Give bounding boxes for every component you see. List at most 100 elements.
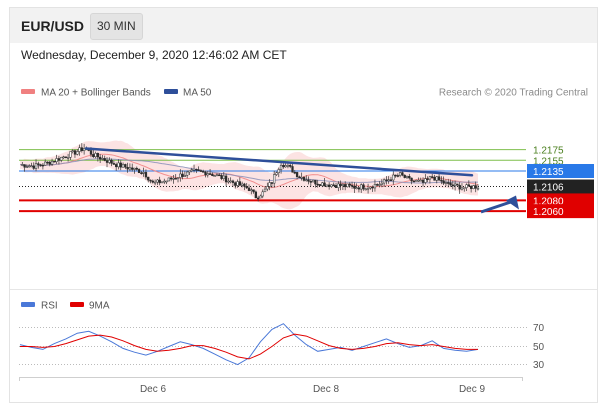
candle-body xyxy=(382,179,386,184)
candle-body xyxy=(302,177,306,181)
candle-body xyxy=(295,172,299,177)
projection-arrow xyxy=(480,200,513,214)
ma20-legend-label: MA 20 + Bollinger Bands xyxy=(41,88,151,99)
candle-body xyxy=(318,184,322,186)
candle-body xyxy=(444,182,448,184)
ma50-legend-label: MA 50 xyxy=(183,88,212,99)
candle-body xyxy=(39,164,42,166)
rsi-level-label: 70 xyxy=(533,323,545,334)
candle-body xyxy=(476,187,480,190)
candle-body xyxy=(169,177,173,180)
candle-body xyxy=(412,180,416,183)
candle-body xyxy=(392,174,395,181)
level-label-1.2155: 1.2155 xyxy=(533,156,564,167)
candle-body xyxy=(469,185,473,189)
candle-body xyxy=(60,157,63,161)
candle-body xyxy=(128,167,132,170)
candle-body xyxy=(332,184,335,187)
candle-body xyxy=(415,180,418,182)
level-tag-1.2080 xyxy=(527,193,594,208)
level-label-1.2106: 1.2106 xyxy=(533,183,564,194)
candle-body xyxy=(124,164,127,168)
candle-body xyxy=(181,173,184,177)
projection-arrowhead xyxy=(506,195,519,210)
candle-body xyxy=(28,165,31,168)
level-tag-1.2135 xyxy=(527,164,594,178)
timeframe-button[interactable]: 30 MIN xyxy=(90,13,143,40)
candle-body xyxy=(25,166,29,169)
candle-body xyxy=(284,165,287,168)
candle-body xyxy=(94,153,97,157)
candle-body xyxy=(252,189,255,193)
instrument-label: EUR/USD xyxy=(21,18,85,34)
candle-body xyxy=(426,178,429,180)
candle-body xyxy=(353,185,356,189)
candle-body xyxy=(71,150,74,152)
candle-body xyxy=(165,180,168,183)
candle-body xyxy=(142,172,145,174)
candle-body xyxy=(243,183,246,187)
candle-body xyxy=(268,182,271,187)
candle-body xyxy=(403,174,406,178)
candle-body xyxy=(447,182,450,184)
candle-body xyxy=(387,179,390,181)
candle-body xyxy=(80,147,83,151)
candle-body xyxy=(453,183,457,186)
candle-body xyxy=(435,176,438,181)
level-label-1.2060: 1.2060 xyxy=(533,207,564,218)
candle-body xyxy=(394,174,397,177)
candle-body xyxy=(467,184,470,187)
level-label-1.2080: 1.2080 xyxy=(533,196,564,207)
candle-body xyxy=(247,187,251,191)
candle-body xyxy=(202,171,205,173)
candle-body xyxy=(424,178,427,183)
candle-body xyxy=(197,169,200,172)
candle-body xyxy=(314,179,317,185)
candle-body xyxy=(364,188,367,191)
candle-body xyxy=(55,158,58,162)
candle-body xyxy=(463,187,466,190)
candle-body xyxy=(192,169,196,171)
candle-body xyxy=(188,170,191,173)
candle-body xyxy=(231,180,235,183)
candle-body xyxy=(366,187,370,190)
candle-body xyxy=(410,177,413,182)
candle-body xyxy=(405,176,409,178)
ma20-swatch xyxy=(21,89,35,94)
candle-body xyxy=(309,181,312,183)
candle-body xyxy=(277,169,280,174)
level-tag-1.2106 xyxy=(527,179,594,194)
candle-body xyxy=(307,179,310,182)
candle-body xyxy=(369,186,372,189)
candle-body xyxy=(41,164,45,167)
ma50-swatch xyxy=(164,89,178,94)
candle-body xyxy=(339,183,342,186)
candle-body xyxy=(357,187,361,190)
candle-body xyxy=(259,195,262,199)
candle-body xyxy=(174,178,177,180)
candle-body xyxy=(156,179,159,183)
candle-body xyxy=(211,173,214,176)
candle-body xyxy=(66,157,70,159)
candle-body xyxy=(105,160,109,163)
candle-body xyxy=(220,175,223,179)
candle-body xyxy=(279,164,283,170)
candle-body xyxy=(34,163,38,169)
candle-body xyxy=(417,180,420,182)
candle-body xyxy=(227,180,230,183)
candle-body xyxy=(344,184,347,188)
candle-body xyxy=(195,169,198,171)
candle-body xyxy=(204,171,207,176)
candle-body xyxy=(137,169,141,174)
candle-body xyxy=(355,187,358,189)
candle-body xyxy=(160,181,164,184)
rsi-legend-label: RSI xyxy=(41,301,58,312)
timestamp-text: Wednesday, December 9, 2020 12:46:02 AM … xyxy=(21,48,287,62)
candle-body xyxy=(408,176,411,179)
candle-body xyxy=(213,175,216,177)
candle-body xyxy=(371,186,374,189)
candle-body xyxy=(316,183,319,186)
candle-body xyxy=(30,165,33,168)
candle-body xyxy=(257,197,260,200)
ma50-line xyxy=(20,158,478,184)
